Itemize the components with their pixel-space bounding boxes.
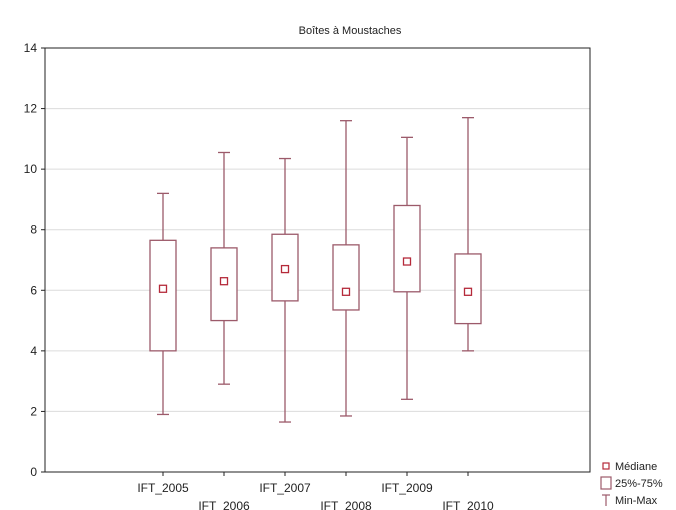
x-tick-label: IFT_2008 — [320, 499, 372, 510]
legend-item-box: 25%-75% — [600, 476, 663, 490]
x-tick-label: IFT_2009 — [381, 481, 433, 495]
box-plot-IFT_2007: IFT_2007 — [259, 157, 311, 495]
iqr-box — [332, 244, 360, 311]
y-tick-label: 10 — [24, 162, 38, 176]
box-plot-IFT_2008: IFT_2008 — [320, 120, 372, 510]
legend-box-swatch — [600, 476, 612, 490]
x-tick-label: IFT_2005 — [137, 481, 189, 495]
x-tick-label: IFT_2006 — [198, 499, 250, 510]
boxes: IFT_2005 IFT_2006 IFT_2007 IFT_2008 IFT_2009… — [137, 117, 494, 510]
median-marker — [463, 287, 473, 296]
y-tick-label: 4 — [30, 344, 37, 358]
y-tick-label: 14 — [24, 41, 38, 55]
median-marker — [402, 257, 412, 266]
iqr-box — [149, 239, 177, 352]
x-tick-label: IFT_2010 — [442, 499, 494, 510]
y-tick-label: 8 — [30, 223, 37, 237]
legend-item-small-square: Médiane — [602, 461, 657, 473]
legend-label: Médiane — [615, 461, 657, 473]
median-marker — [158, 284, 168, 293]
chart-title: Boîtes à Moustaches — [299, 25, 402, 37]
legend-label: Min-Max — [615, 495, 658, 507]
axes: 0 2 4 6 8 10 12 14 — [24, 41, 591, 479]
y-tick-label: 6 — [30, 283, 37, 297]
median-marker — [219, 277, 229, 286]
iqr-box — [393, 204, 421, 293]
y-tick-label: 12 — [24, 102, 38, 116]
legend-label: 25%-75% — [615, 478, 663, 490]
grid-lines — [45, 108, 590, 412]
y-tick-label: 0 — [30, 465, 37, 479]
box-plot-IFT_2009: IFT_2009 — [381, 136, 433, 495]
box-plot-IFT_2010: IFT_2010 — [442, 117, 494, 510]
legend-item-whisker: Min-Max — [602, 494, 658, 507]
median-marker — [341, 287, 351, 296]
y-tick-label: 2 — [30, 404, 37, 418]
legend-median-swatch — [602, 462, 610, 470]
plot-frame — [44, 47, 591, 473]
legend: Médiane 25%-75% Min-Max — [600, 461, 663, 507]
x-tick-label: IFT_2007 — [259, 481, 311, 495]
median-marker — [280, 264, 290, 274]
box-plot-IFT_2006: IFT_2006 — [198, 151, 250, 510]
box-plot-IFT_2005: IFT_2005 — [137, 192, 189, 495]
iqr-box — [210, 247, 238, 322]
